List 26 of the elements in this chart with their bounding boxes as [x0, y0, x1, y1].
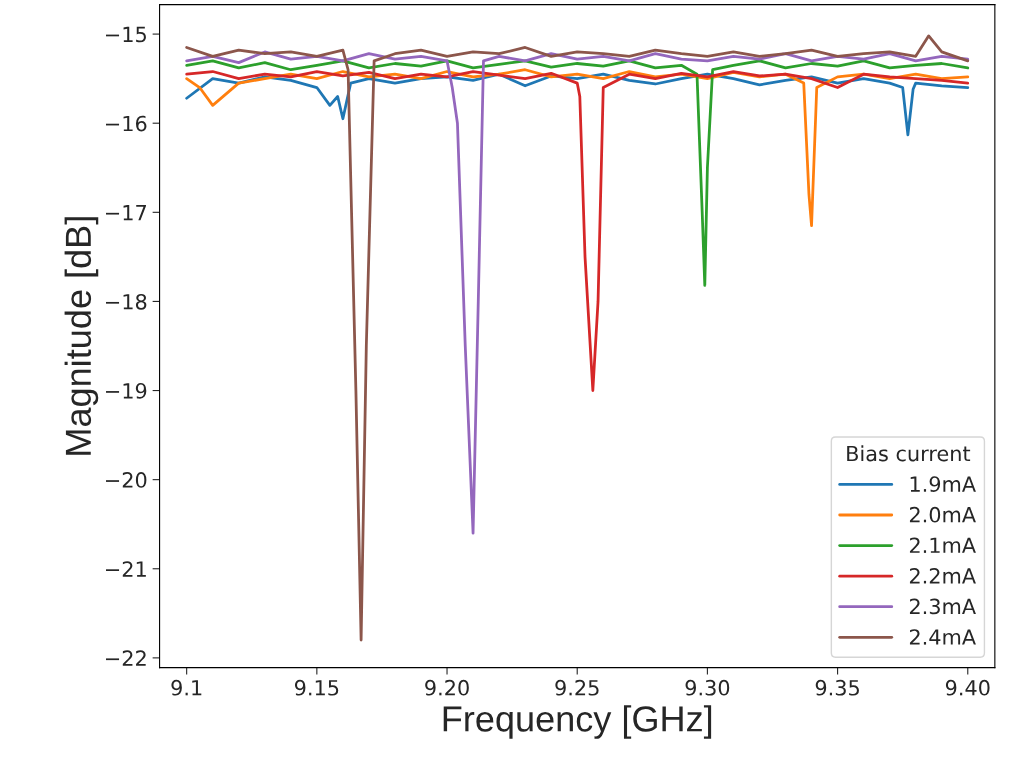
y-tick-label: −18 [106, 293, 147, 310]
legend-label: 2.4mA [909, 629, 976, 645]
line-series [185, 59, 970, 287]
legend-label: 2.3mA [909, 598, 976, 615]
y-tick-label: −17 [106, 205, 146, 221]
y-axis-title: Magnitude [dB] [64, 217, 99, 455]
x-tick-label: 9.1 [171, 679, 202, 696]
x-tick-label: 9.25 [555, 679, 599, 696]
x-axis-title: Frequency [GHz] [443, 705, 712, 739]
legend-title: Bias current [847, 445, 971, 462]
y-tick-label: −15 [106, 26, 146, 43]
y-tick-label: −20 [106, 472, 147, 488]
x-tick-label: 9.35 [815, 679, 859, 696]
y-tick-label: −22 [106, 650, 146, 666]
legend-label: 1.9mA [910, 476, 976, 492]
line-series [185, 70, 970, 392]
y-tick-label: −19 [106, 382, 147, 399]
x-tick-label: 9.15 [294, 679, 339, 696]
x-tick-label: 9.30 [685, 679, 730, 696]
x-tick-label: 9.40 [945, 679, 990, 696]
y-tick-label: −21 [106, 561, 146, 577]
y-tick-label: −16 [106, 115, 147, 132]
x-tick-label: 9.20 [425, 679, 469, 696]
legend-label: 2.0mA [909, 506, 976, 523]
legend-label: 2.2mA [909, 567, 976, 584]
legend-label: 2.1mA [909, 537, 976, 553]
